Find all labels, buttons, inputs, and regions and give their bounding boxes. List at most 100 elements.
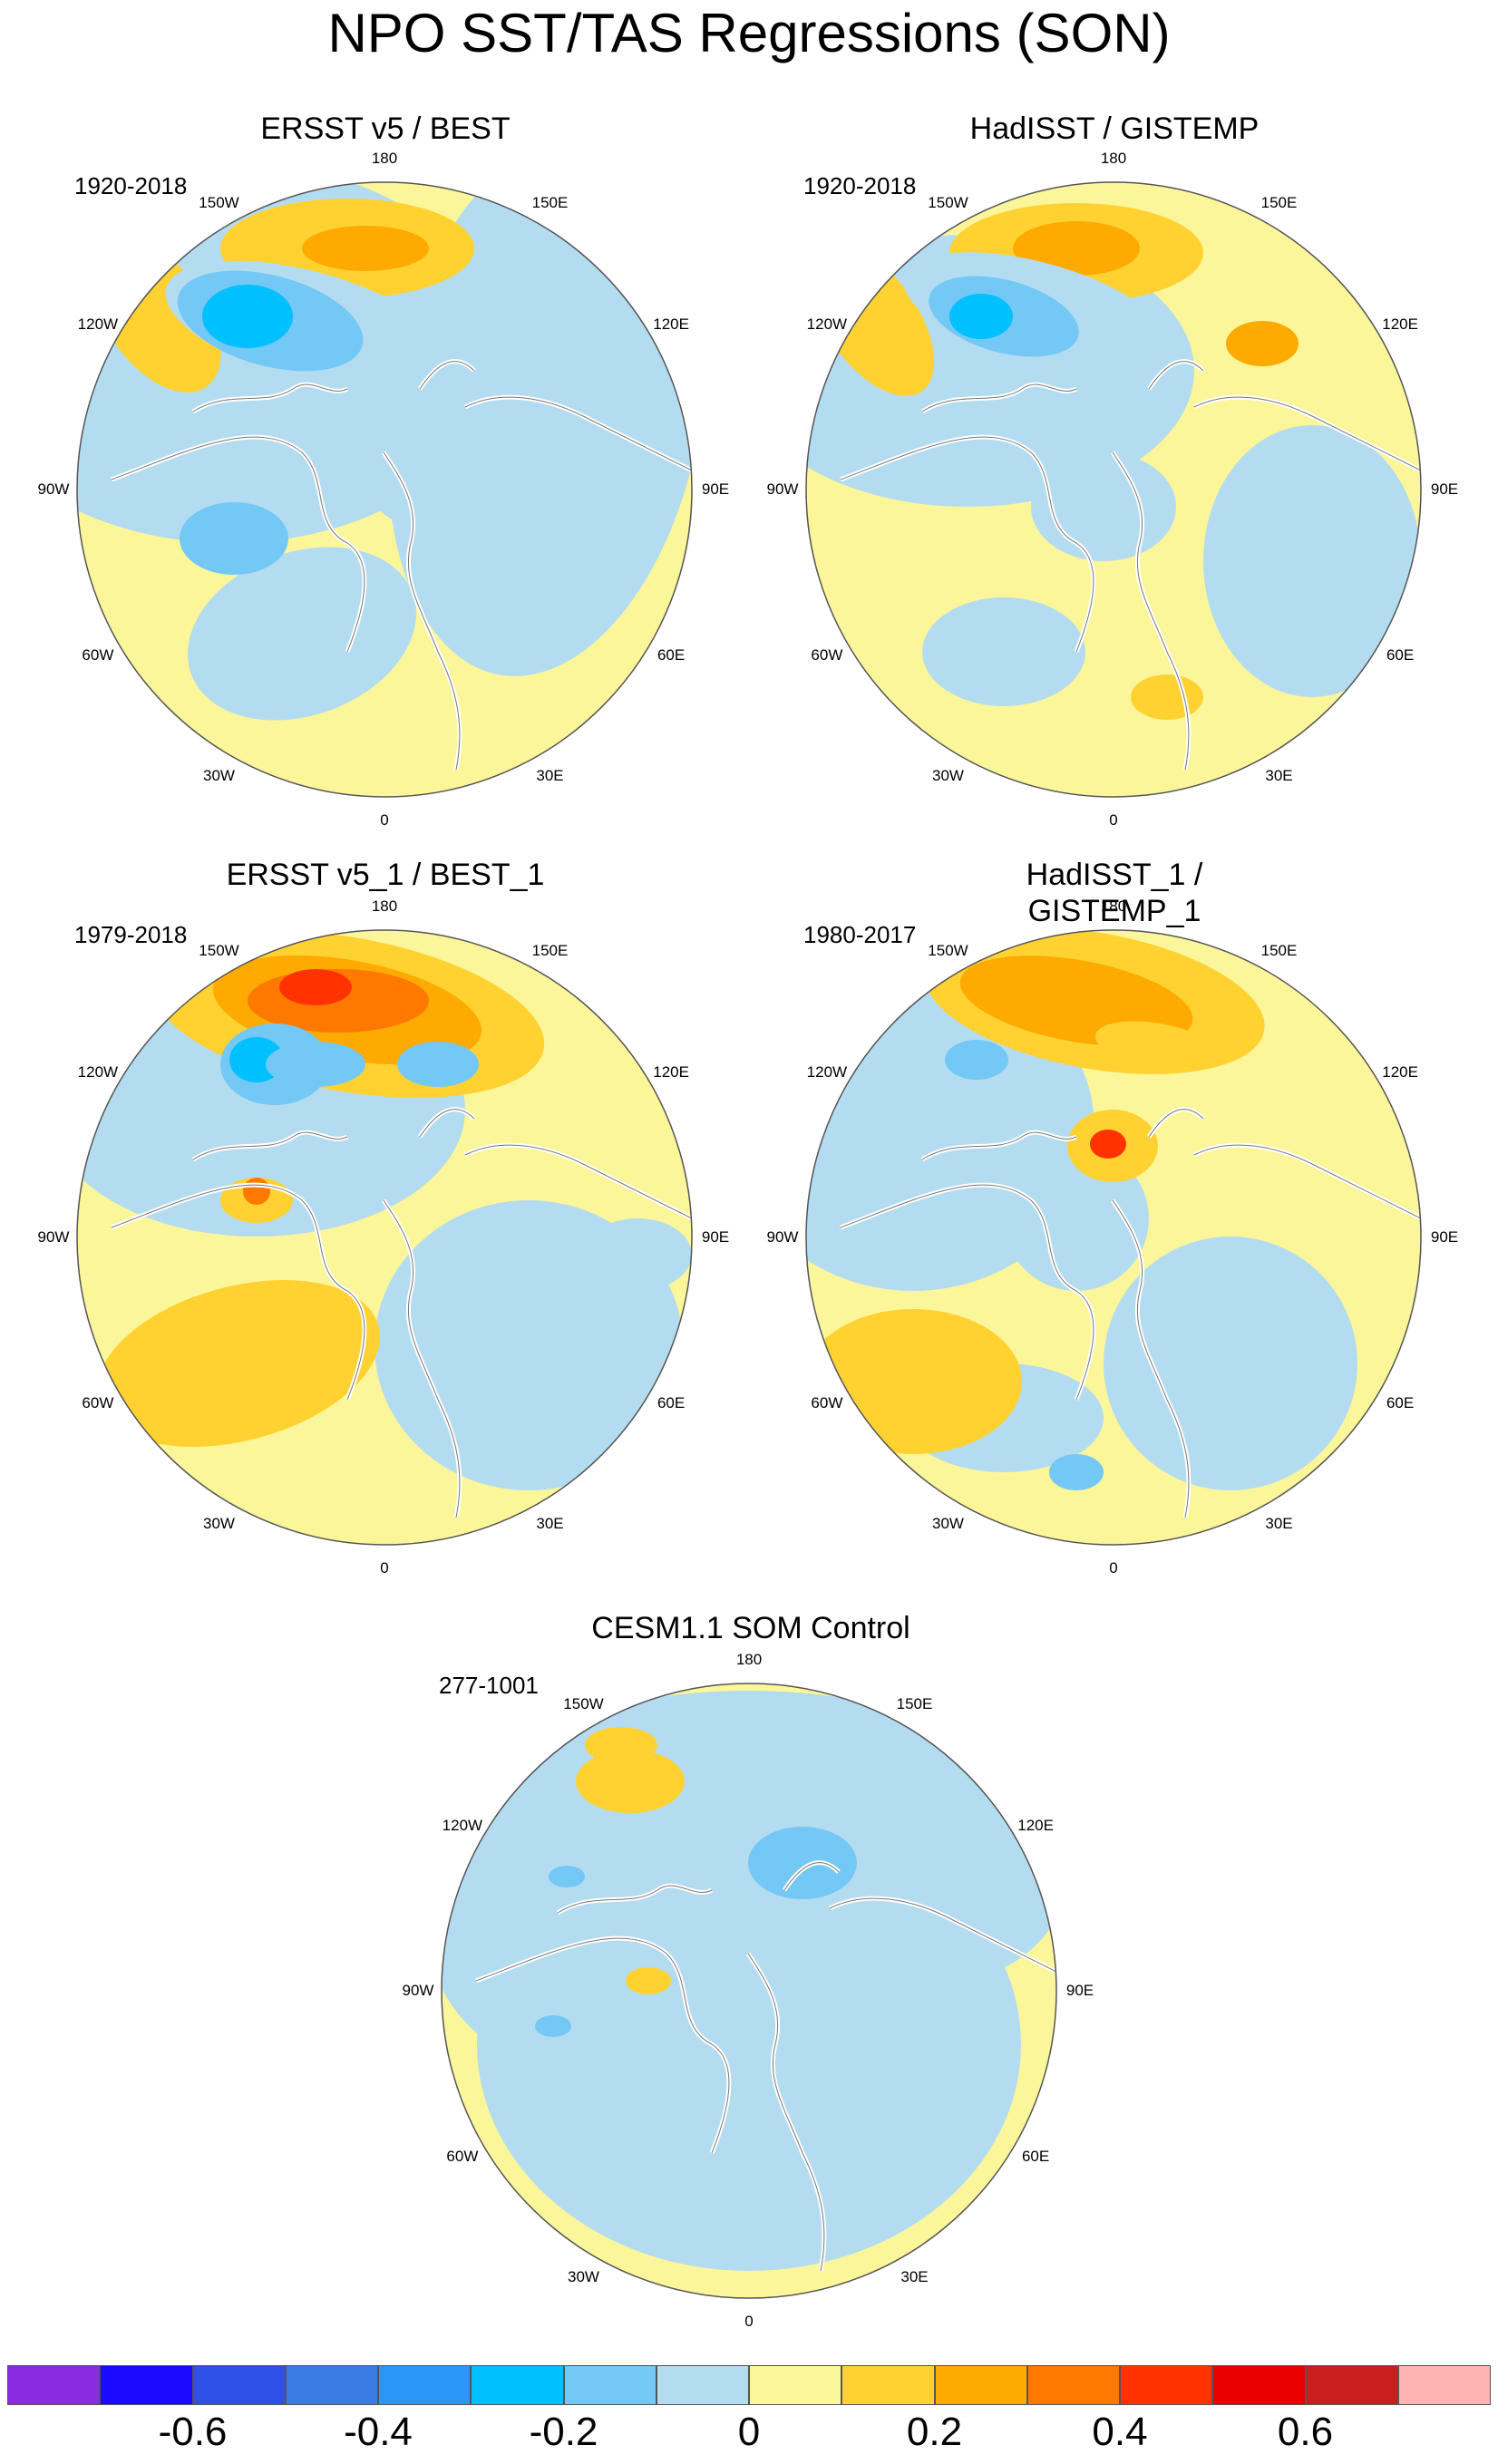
anomaly-region — [266, 1042, 365, 1087]
anomaly-region — [585, 1963, 802, 2180]
colorbar-tick-label: 0.4 — [1092, 2410, 1148, 2454]
colorbar-box — [285, 2365, 378, 2405]
anomaly-region — [949, 294, 1013, 339]
map-boundary — [441, 1683, 1057, 2299]
anomaly-region — [202, 285, 293, 348]
polar-map — [75, 180, 694, 799]
longitude-label: 120E — [1017, 1816, 1054, 1834]
longitude-label: 60W — [811, 645, 843, 664]
coastline — [1148, 361, 1204, 390]
colorbar-box — [656, 2365, 749, 2405]
colorbar-box — [471, 2365, 564, 2405]
colorbar-box — [192, 2365, 286, 2405]
anomaly-region — [1013, 221, 1140, 276]
longitude-label: 180 — [371, 897, 398, 915]
anomaly-region — [1049, 1454, 1104, 1490]
longitude-label: 90E — [701, 1228, 730, 1246]
panel-period: 1920-2018 — [803, 172, 917, 199]
longitude-label: 90W — [766, 1228, 799, 1246]
longitude-label: 150W — [928, 193, 968, 211]
anomaly-region — [945, 1040, 1008, 1080]
longitude-label: 120E — [1382, 315, 1418, 333]
panel-period: 1920-2018 — [74, 172, 188, 199]
longitude-label: 90E — [1430, 1228, 1459, 1246]
colorbar-box — [749, 2365, 842, 2405]
colorbar-tick-label: 0 — [737, 2410, 761, 2454]
panel-period: 277-1001 — [439, 1672, 539, 1699]
coastline — [1193, 396, 1421, 471]
longitude-label: 60W — [82, 645, 114, 664]
longitude-label: 30E — [900, 2268, 929, 2286]
coastline — [192, 383, 348, 412]
longitude-label: 30W — [203, 1515, 235, 1533]
panel-title: HadISST_1 / GISTEMP_1 — [1026, 858, 1203, 928]
longitude-label: 180 — [371, 150, 398, 167]
anomaly-region — [806, 1309, 1022, 1454]
coastline — [383, 1199, 461, 1518]
longitude-label: 150E — [531, 193, 569, 211]
longitude-label: 90E — [701, 480, 730, 498]
coastline — [192, 1131, 348, 1160]
colorbar-tick-label: 0.2 — [906, 2410, 963, 2454]
anomaly-region — [188, 547, 416, 721]
longitude-label: 60W — [446, 2147, 479, 2165]
anomaly-region — [96, 1280, 381, 1447]
coastline — [1193, 1144, 1421, 1219]
coastline — [1112, 1199, 1190, 1518]
longitude-label: 0 — [380, 1559, 389, 1576]
longitude-label: 150W — [199, 941, 239, 959]
colorbar-tick-label: -0.6 — [158, 2410, 228, 2454]
longitude-label: 30W — [568, 2268, 599, 2286]
anomaly-region — [626, 1967, 671, 1994]
longitude-label: 90E — [1065, 1982, 1094, 1999]
longitude-label: 120W — [77, 315, 119, 333]
longitude-label: 60E — [657, 645, 686, 664]
polar-map — [75, 928, 694, 1547]
longitude-label: 150E — [1260, 193, 1298, 211]
longitude-label: 150E — [531, 941, 569, 959]
coastline — [464, 396, 692, 471]
coastline — [840, 436, 1094, 653]
coastline — [921, 1131, 1077, 1160]
map-boundary — [76, 181, 693, 798]
longitude-label: 60W — [811, 1393, 843, 1411]
longitude-label: 180 — [1100, 150, 1127, 167]
coastline — [383, 451, 461, 771]
anomaly-region — [243, 1178, 270, 1205]
longitude-label: 180 — [735, 1651, 763, 1668]
map-svg — [805, 929, 1422, 1546]
longitude-label: 30W — [932, 767, 964, 785]
longitude-label: 30E — [1265, 767, 1293, 785]
longitude-label: 150W — [563, 1694, 604, 1712]
longitude-label: 90W — [37, 480, 70, 498]
colorbar-box — [1120, 2365, 1213, 2405]
anomaly-region — [576, 1750, 685, 1813]
longitude-label: 0 — [744, 2313, 754, 2330]
anomaly-region — [1104, 1237, 1357, 1490]
longitude-label: 60E — [1386, 645, 1415, 664]
longitude-label: 30E — [536, 767, 564, 785]
polar-map — [440, 1682, 1058, 2300]
longitude-label: 60E — [1386, 1393, 1415, 1411]
colorbar-box — [563, 2365, 657, 2405]
coastline — [419, 361, 475, 390]
anomaly-region — [535, 2015, 571, 2037]
longitude-label: 120E — [1382, 1062, 1418, 1081]
coastline — [747, 1953, 825, 2272]
coastline — [111, 1184, 365, 1401]
anomaly-region — [1203, 425, 1421, 697]
longitude-label: 150W — [199, 193, 239, 211]
longitude-label: 120W — [77, 1062, 119, 1081]
longitude-label: 90W — [402, 1982, 434, 1999]
coastline — [1148, 1109, 1204, 1138]
coastline — [840, 1184, 1094, 1401]
map-svg — [441, 1683, 1057, 2299]
longitude-label: 0 — [1109, 1559, 1118, 1576]
longitude-label: 0 — [380, 811, 389, 829]
map-boundary — [805, 929, 1422, 1546]
anomaly-region — [494, 1691, 1002, 1890]
longitude-label: 60E — [657, 1393, 686, 1411]
map-boundary — [76, 929, 693, 1546]
longitude-label: 60E — [1021, 2147, 1050, 2165]
anomaly-region — [365, 425, 529, 534]
